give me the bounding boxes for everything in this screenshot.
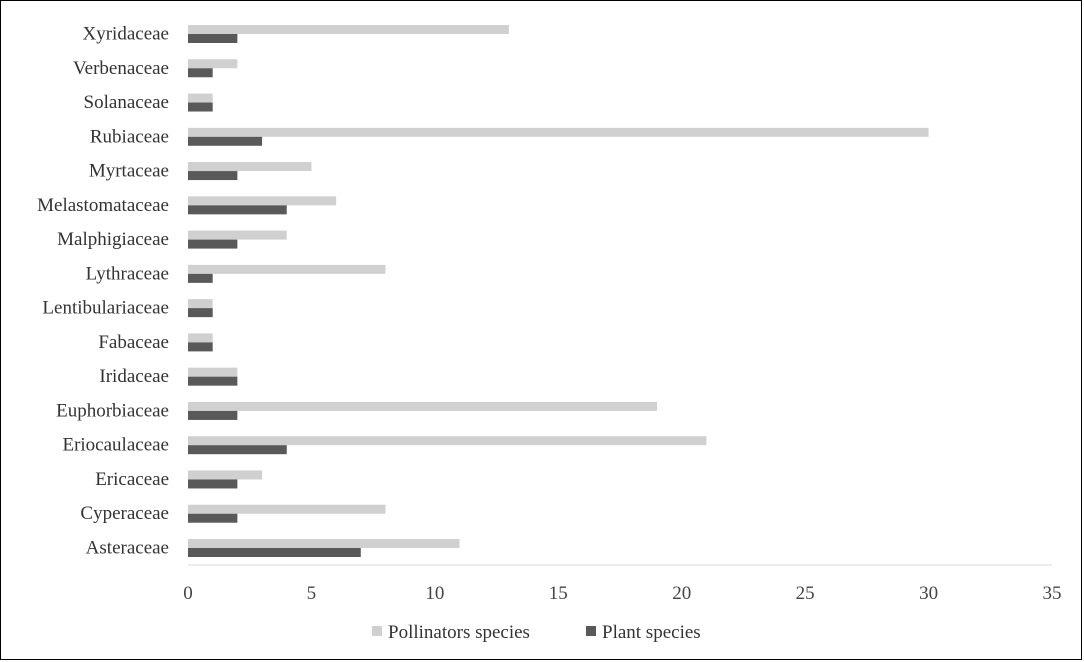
bar-pollinators-rubiaceae — [188, 127, 929, 137]
bar-plants-solanaceae — [188, 102, 213, 112]
bar-plants-lentibulariaceae — [188, 308, 213, 318]
bar-plants-eriocaulaceae — [188, 445, 287, 455]
category-label-lythraceae: Lythraceae — [86, 263, 169, 284]
x-tick-label-0: 0 — [183, 583, 193, 604]
bar-plants-fabaceae — [188, 342, 213, 352]
category-label-fabaceae: Fabaceae — [98, 332, 169, 353]
bar-pollinators-malphigiaceae — [188, 230, 287, 240]
bar-pollinators-melastomataceae — [188, 196, 337, 206]
bar-plants-verbenaceae — [188, 68, 213, 78]
bar-pollinators-asteraceae — [188, 539, 460, 548]
category-label-solanaceae: Solanaceae — [84, 92, 169, 113]
bars-layer — [188, 25, 929, 557]
bar-pollinators-xyridaceae — [188, 25, 509, 34]
bar-plants-euphorbiaceae — [188, 410, 238, 420]
bar-pollinators-fabaceae — [188, 333, 213, 343]
x-tick-label-15: 15 — [549, 583, 568, 604]
x-tick-labels: 0 5 10 15 20 25 30 35 — [183, 583, 1061, 604]
category-label-lentibulariaceae: Lentibulariaceae — [42, 298, 169, 319]
x-tick-label-20: 20 — [672, 583, 691, 604]
x-tick-label-10: 10 — [425, 583, 444, 604]
category-label-rubiaceae: Rubiaceae — [90, 126, 169, 147]
bar-plants-melastomataceae — [188, 205, 287, 215]
x-tick-label-5: 5 — [307, 583, 317, 604]
bar-pollinators-verbenaceae — [188, 59, 238, 69]
bar-plants-malphigiaceae — [188, 239, 238, 249]
bar-pollinators-ericaceae — [188, 470, 263, 480]
bar-pollinators-eriocaulaceae — [188, 436, 707, 446]
bar-pollinators-myrtaceae — [188, 162, 312, 172]
x-tick-label-25: 25 — [796, 583, 815, 604]
bar-pollinators-solanaceae — [188, 93, 213, 103]
category-label-melastomataceae: Melastomataceae — [37, 195, 169, 216]
category-label-ericaceae: Ericaceae — [95, 469, 169, 490]
bar-plants-iridaceae — [188, 376, 238, 386]
bar-plants-rubiaceae — [188, 136, 263, 146]
legend-swatch-plants — [586, 626, 596, 636]
legend-label-pollinators: Pollinators species — [388, 622, 530, 643]
category-label-eriocaulaceae: Eriocaulaceae — [62, 435, 169, 456]
category-label-cyperaceae: Cyperaceae — [80, 503, 169, 524]
legend-swatch-pollinators — [372, 626, 382, 636]
category-labels: Asteraceae Cyperaceae Ericaceae Eriocaulace… — [37, 24, 169, 559]
bar-pollinators-iridaceae — [188, 367, 238, 377]
category-label-xyridaceae: Xyridaceae — [83, 24, 170, 45]
category-label-euphorbiaceae: Euphorbiaceae — [56, 400, 169, 421]
bar-pollinators-lythraceae — [188, 264, 386, 274]
category-label-iridaceae: Iridaceae — [99, 366, 169, 387]
bar-pollinators-euphorbiaceae — [188, 401, 658, 411]
bar-plants-ericaceae — [188, 479, 238, 489]
category-label-asteraceae: Asteraceae — [86, 538, 169, 559]
category-label-myrtaceae: Myrtaceae — [89, 161, 169, 182]
bar-plants-cyperaceae — [188, 513, 238, 523]
category-label-verbenaceae: Verbenaceae — [73, 58, 169, 79]
bar-plants-myrtaceae — [188, 171, 238, 181]
bar-pollinators-lentibulariaceae — [188, 299, 213, 309]
x-tick-label-30: 30 — [919, 583, 938, 604]
x-tick-label-35: 35 — [1043, 583, 1062, 604]
legend: Pollinators species Plant species — [372, 622, 701, 643]
bar-pollinators-cyperaceae — [188, 504, 386, 514]
bar-plants-lythraceae — [188, 273, 213, 283]
bar-plants-xyridaceae — [188, 34, 238, 43]
legend-label-plants: Plant species — [602, 622, 701, 643]
category-label-malphigiaceae: Malphigiaceae — [57, 229, 169, 250]
bar-plants-asteraceae — [188, 548, 361, 557]
